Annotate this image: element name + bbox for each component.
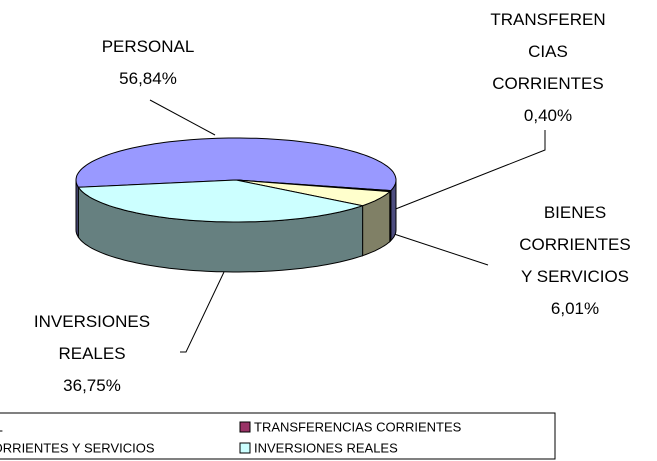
- slice: [75, 137, 397, 192]
- slice-name: BIENES CORRIENTES Y SERVICIOS: [519, 203, 631, 286]
- legend-swatch: [239, 442, 251, 454]
- slice-label: TRANSFERENCIAS CORRIENTES 0,40%: [486, 4, 610, 132]
- legend-label: TRANSFERENCIAS CORRIENTES: [254, 419, 462, 434]
- slice-label: INVERSIONES REALES 36,75%: [30, 306, 154, 402]
- leader-lines: [149, 99, 546, 353]
- legend-swatch: [239, 421, 251, 433]
- slice-value: 56,84%: [119, 69, 177, 88]
- slice: [77, 179, 363, 223]
- legend-label: PERSONAL: [0, 419, 3, 434]
- slice-label: BIENES CORRIENTES Y SERVICIOS 6,01%: [517, 197, 633, 325]
- leader-line: [180, 271, 225, 353]
- slice-name: PERSONAL: [101, 37, 195, 56]
- leader-line: [149, 99, 216, 136]
- legend-box: [0, 412, 556, 460]
- slice-label: PERSONAL 56,84%: [78, 31, 218, 95]
- slice-value: 36,75%: [63, 376, 121, 395]
- legend-label: BIENES CORRIENTES Y SERVICIOS: [0, 440, 155, 455]
- leader-line: [387, 231, 489, 266]
- slice: [235, 179, 392, 207]
- slice-name: INVERSIONES REALES: [33, 312, 151, 363]
- slice-value: 0,40%: [523, 106, 573, 125]
- pie-tops: [75, 137, 397, 223]
- legend-label: INVERSIONES REALES: [254, 440, 398, 455]
- slice-name: TRANSFERENCIAS CORRIENTES: [490, 10, 606, 93]
- leader-line: [387, 130, 546, 213]
- slice-value: 6,01%: [550, 299, 600, 318]
